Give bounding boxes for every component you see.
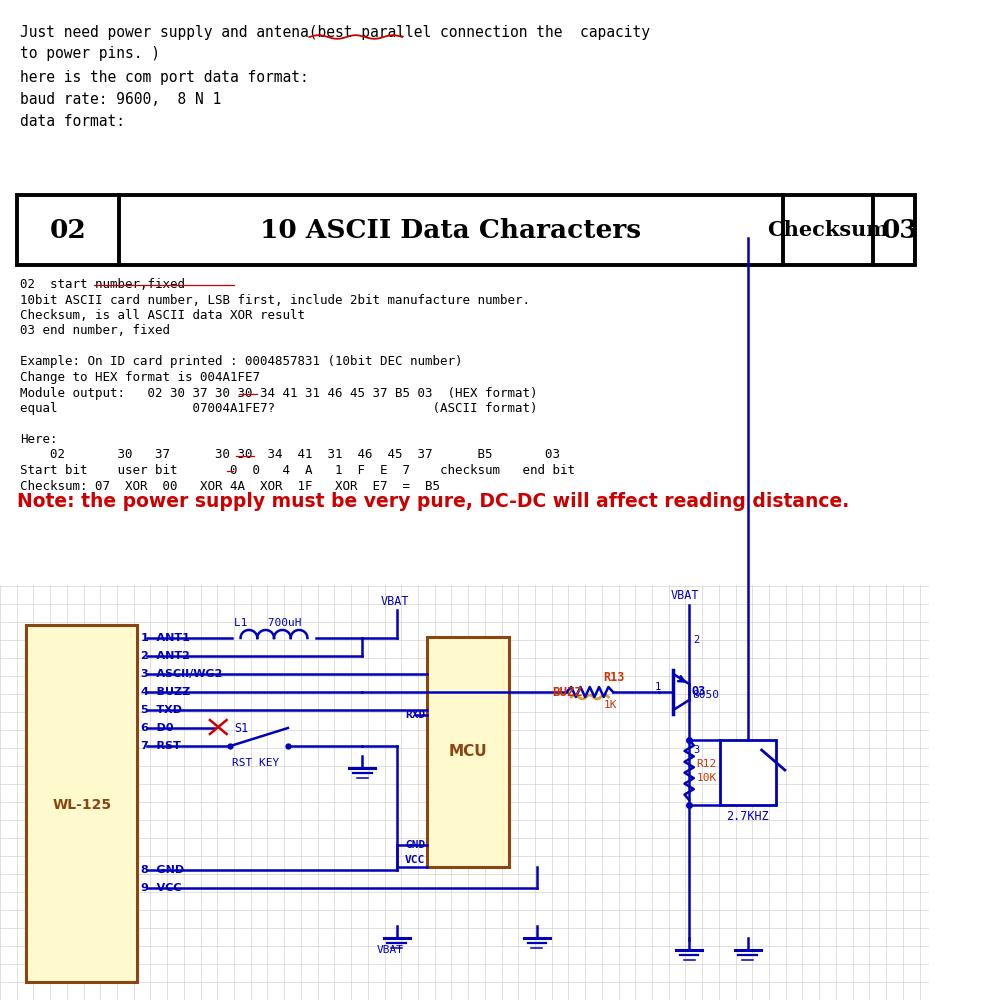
Text: WL-125: WL-125: [52, 798, 111, 812]
Text: Start bit    user bit       0  0   4  A   1  F  E  7    checksum   end bit: Start bit user bit 0 0 4 A 1 F E 7 check…: [20, 464, 575, 477]
Text: MCU: MCU: [449, 744, 487, 760]
FancyBboxPatch shape: [26, 625, 137, 982]
Text: S1: S1: [234, 722, 248, 734]
Text: 7  RST: 7 RST: [141, 741, 181, 751]
Text: 02  start number,fixed: 02 start number,fixed: [20, 278, 185, 291]
Text: Note: the power supply must be very pure, DC-DC will affect reading distance.: Note: the power supply must be very pure…: [17, 492, 849, 511]
Text: 5  TXD: 5 TXD: [141, 705, 182, 715]
Text: baud rate: 9600,  8 N 1: baud rate: 9600, 8 N 1: [20, 92, 222, 107]
Text: 1  ANT1: 1 ANT1: [141, 633, 190, 643]
Text: VBAT: VBAT: [377, 945, 404, 955]
Text: Q3: Q3: [692, 684, 706, 697]
Text: 10K: 10K: [697, 773, 717, 783]
Text: 10bit ASCII card number, LSB first, include 2bit manufacture number.: 10bit ASCII card number, LSB first, incl…: [20, 294, 530, 306]
Text: 1: 1: [655, 682, 661, 692]
Text: Change to HEX format is 004A1FE7: Change to HEX format is 004A1FE7: [20, 371, 298, 384]
Text: Example: On ID card printed : 0004857831 (10bit DEC number): Example: On ID card printed : 0004857831…: [20, 356, 463, 368]
Text: R12: R12: [697, 759, 717, 769]
Text: GND: GND: [405, 840, 425, 850]
Text: RXD: RXD: [405, 710, 425, 720]
Text: Checksum: 07  XOR  00   XOR 4A  XOR  1F   XOR  E7  =  B5: Checksum: 07 XOR 00 XOR 4A XOR 1F XOR E7…: [20, 480, 440, 492]
Text: equal                  07004A1FE7?                     (ASCII format): equal 07004A1FE7? (ASCII format): [20, 402, 538, 415]
FancyBboxPatch shape: [427, 637, 509, 867]
Text: 02: 02: [49, 218, 86, 242]
Text: RST KEY: RST KEY: [232, 758, 279, 768]
FancyBboxPatch shape: [720, 740, 776, 805]
Text: here is the com port data format:: here is the com port data format:: [20, 70, 309, 85]
Text: 9  VCC: 9 VCC: [141, 883, 182, 893]
Text: 3: 3: [693, 745, 699, 755]
Text: 2: 2: [693, 635, 699, 645]
Text: 3  ASCII/WG2: 3 ASCII/WG2: [141, 669, 223, 679]
Text: Module output:   02 30 37 30 30 34 41 31 46 45 37 B5 03  (HEX format): Module output: 02 30 37 30 30 34 41 31 4…: [20, 386, 538, 399]
Text: 4  BUZZ: 4 BUZZ: [141, 687, 190, 697]
Text: Here:: Here:: [20, 433, 58, 446]
Text: 03: 03: [882, 218, 918, 242]
Text: VBAT: VBAT: [670, 589, 699, 602]
Text: 6  D0: 6 D0: [141, 723, 174, 733]
Text: to power pins. ): to power pins. ): [20, 46, 160, 61]
Text: 1K: 1K: [604, 700, 617, 710]
Text: VBAT: VBAT: [381, 595, 409, 608]
Text: 2  ANT2: 2 ANT2: [141, 651, 190, 661]
Text: BUZZ: BUZZ: [553, 686, 583, 698]
Text: Checksum, is all ASCII data XOR result: Checksum, is all ASCII data XOR result: [20, 309, 305, 322]
Text: 2.7KHZ: 2.7KHZ: [726, 810, 769, 823]
Text: 10 ASCII Data Characters: 10 ASCII Data Characters: [260, 218, 641, 242]
Text: R13: R13: [604, 671, 625, 684]
Text: 02       30   37      30 30  34  41  31  46  45  37      B5       03: 02 30 37 30 30 34 41 31 46 45 37 B5 03: [20, 448, 560, 462]
Text: 8  GND: 8 GND: [141, 865, 184, 875]
Text: data format:: data format:: [20, 114, 125, 129]
Text: 03 end number, fixed: 03 end number, fixed: [20, 324, 193, 338]
Text: 8050: 8050: [692, 690, 719, 700]
Text: Checksum: Checksum: [767, 220, 888, 240]
FancyBboxPatch shape: [17, 195, 915, 265]
Text: Just need power supply and antena(best parallel connection the  capacity: Just need power supply and antena(best p…: [20, 25, 650, 40]
Text: VCC: VCC: [405, 855, 425, 865]
Text: L1   700uH: L1 700uH: [234, 618, 302, 628]
